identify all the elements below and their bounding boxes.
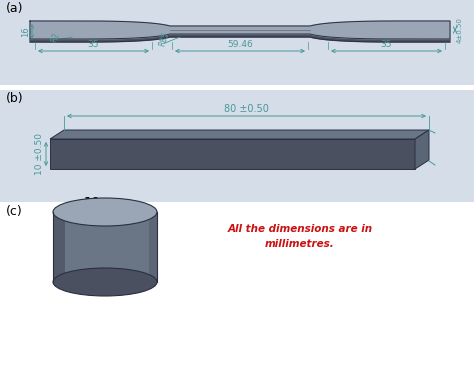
Text: 4±0.50: 4±0.50: [457, 17, 463, 43]
Text: 35: 35: [88, 40, 99, 49]
Polygon shape: [50, 130, 429, 139]
Polygon shape: [53, 212, 157, 282]
Text: millimetres.: millimetres.: [265, 239, 335, 249]
Text: R85: R85: [158, 31, 171, 48]
Text: (b): (b): [6, 92, 24, 105]
Text: (c): (c): [6, 205, 23, 218]
Ellipse shape: [53, 268, 157, 296]
Text: 16: 16: [21, 26, 30, 37]
FancyBboxPatch shape: [0, 90, 474, 202]
Text: 59.46: 59.46: [227, 40, 253, 49]
Text: 35: 35: [381, 40, 392, 49]
Text: All the dimensions are in: All the dimensions are in: [228, 224, 373, 234]
Text: (a): (a): [6, 2, 24, 15]
Ellipse shape: [53, 198, 157, 226]
Polygon shape: [415, 130, 429, 169]
Text: 10 mm: 10 mm: [84, 197, 126, 207]
Polygon shape: [149, 212, 157, 282]
Polygon shape: [30, 34, 450, 42]
Polygon shape: [30, 21, 450, 39]
Polygon shape: [53, 212, 65, 282]
FancyBboxPatch shape: [0, 0, 474, 85]
Text: R2: R2: [50, 32, 62, 44]
Text: 10 ±0.50: 10 ±0.50: [35, 133, 44, 175]
Polygon shape: [50, 139, 415, 169]
Text: 80 ±0.50: 80 ±0.50: [224, 104, 269, 115]
